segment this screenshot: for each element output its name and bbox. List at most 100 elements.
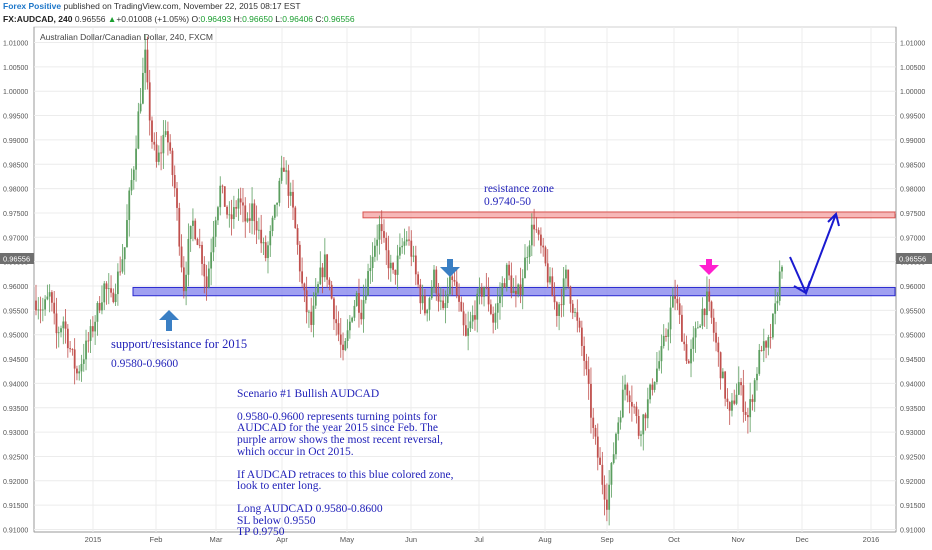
candle-body — [592, 417, 595, 428]
candle-body — [656, 368, 658, 382]
candle-body — [617, 422, 620, 434]
candle-body — [476, 293, 479, 320]
symbol-label[interactable]: FX:AUDCAD, 240 — [3, 14, 73, 24]
y-tick-label-right: 0.94500 — [900, 357, 925, 364]
author-link[interactable]: Forex Positive — [3, 1, 62, 11]
candle-body — [585, 360, 588, 370]
candle-body — [51, 292, 53, 303]
candle-body — [551, 276, 554, 297]
candle-body — [182, 267, 185, 292]
high-label: H: — [233, 14, 243, 24]
candle-body — [537, 230, 540, 235]
candle-body — [283, 167, 285, 172]
candle-body — [526, 256, 529, 258]
candle-body — [337, 323, 340, 335]
candle-body — [369, 268, 372, 272]
candle-body — [389, 262, 392, 269]
candle-body — [360, 312, 363, 320]
candle-body — [605, 499, 608, 510]
resistance-value: 0.9740-50 — [484, 196, 531, 208]
candle-body — [364, 295, 367, 301]
x-tick-label: Dec — [795, 535, 809, 544]
candle-body — [85, 340, 87, 360]
chart-title: Australian Dollar/Canadian Dollar, 240, … — [40, 32, 213, 42]
support-value: 0.9580-0.9600 — [111, 358, 179, 370]
x-tick-label: May — [340, 535, 354, 544]
candle-body — [746, 414, 749, 418]
candle-body — [580, 327, 583, 346]
candle-body — [489, 304, 492, 314]
candle-body — [451, 276, 454, 281]
candle-body — [692, 337, 695, 349]
candle-body — [228, 214, 231, 216]
candle-body — [765, 341, 767, 348]
x-tick-label: 2016 — [863, 535, 880, 544]
candle-body — [637, 416, 640, 436]
y-tick-label-left: 0.99000 — [3, 138, 28, 145]
candle-body — [162, 134, 165, 154]
candle-body — [524, 257, 526, 279]
y-tick-label-left: 0.99500 — [3, 114, 28, 121]
candle-body — [146, 49, 149, 83]
candle-body — [355, 293, 358, 306]
candle-body — [35, 300, 37, 311]
candle-body — [271, 217, 274, 232]
candle-body — [528, 245, 531, 257]
y-tick-label-left: 0.92000 — [3, 479, 28, 486]
candle-body — [492, 313, 495, 323]
candle-body — [546, 263, 549, 283]
candle-body — [649, 384, 651, 400]
candle-body — [503, 283, 506, 288]
x-tick-label: Oct — [668, 535, 681, 544]
candle-body — [417, 274, 419, 285]
candle-body — [260, 229, 263, 244]
candle-body — [71, 349, 74, 350]
candle-body — [312, 305, 315, 325]
paragraph-1-line-4: which occur in Oct 2015. — [237, 445, 354, 458]
candle-body — [69, 348, 72, 350]
candle-body — [583, 345, 586, 361]
y-tick-label-right: 0.99000 — [900, 138, 925, 145]
candle-body — [455, 281, 458, 296]
candle-body — [167, 131, 169, 143]
y-tick-label-right: 0.98000 — [900, 187, 925, 194]
candle-body — [196, 239, 199, 245]
candle-body — [123, 247, 126, 260]
candle-body — [421, 295, 424, 304]
y-tick-label-right: 0.97500 — [900, 211, 925, 218]
candle-body — [376, 239, 379, 246]
y-tick-label-left: 0.91000 — [3, 528, 28, 535]
candle-body — [535, 229, 538, 231]
candle-body — [392, 262, 394, 270]
candle-body — [758, 349, 761, 374]
candle-body — [767, 337, 770, 348]
candle-body — [571, 303, 574, 313]
y-tick-label-left: 0.94500 — [3, 357, 28, 364]
candle-body — [433, 269, 435, 288]
candle-body — [128, 190, 131, 221]
candle-body — [578, 320, 581, 328]
candle-body — [198, 244, 201, 246]
candle-body — [742, 385, 745, 412]
x-axis: 2015 Feb Mar Apr May Jun Jul Aug Sep Oct Nov Dec 201… — [85, 535, 880, 544]
candle-body — [519, 284, 522, 295]
candle-body — [264, 242, 267, 259]
candle-body — [428, 298, 431, 310]
x-tick-label: Aug — [538, 535, 551, 544]
candle-body — [98, 302, 101, 311]
candle-body — [278, 180, 281, 203]
candle-body — [82, 359, 85, 364]
candle-body — [276, 202, 278, 205]
candle-body — [367, 271, 369, 296]
candle-body — [424, 295, 426, 314]
candle-body — [569, 286, 572, 304]
candle-body — [344, 340, 347, 351]
candle-body — [214, 220, 217, 237]
candle-body — [626, 384, 629, 396]
resistance-zone[interactable] — [362, 211, 896, 219]
candle-body — [169, 142, 172, 151]
paragraph-1-line-3: purple arrow shows the most recent rever… — [237, 434, 443, 447]
support-title: support/resistance for 2015 — [111, 337, 248, 351]
candle-body — [756, 373, 758, 381]
